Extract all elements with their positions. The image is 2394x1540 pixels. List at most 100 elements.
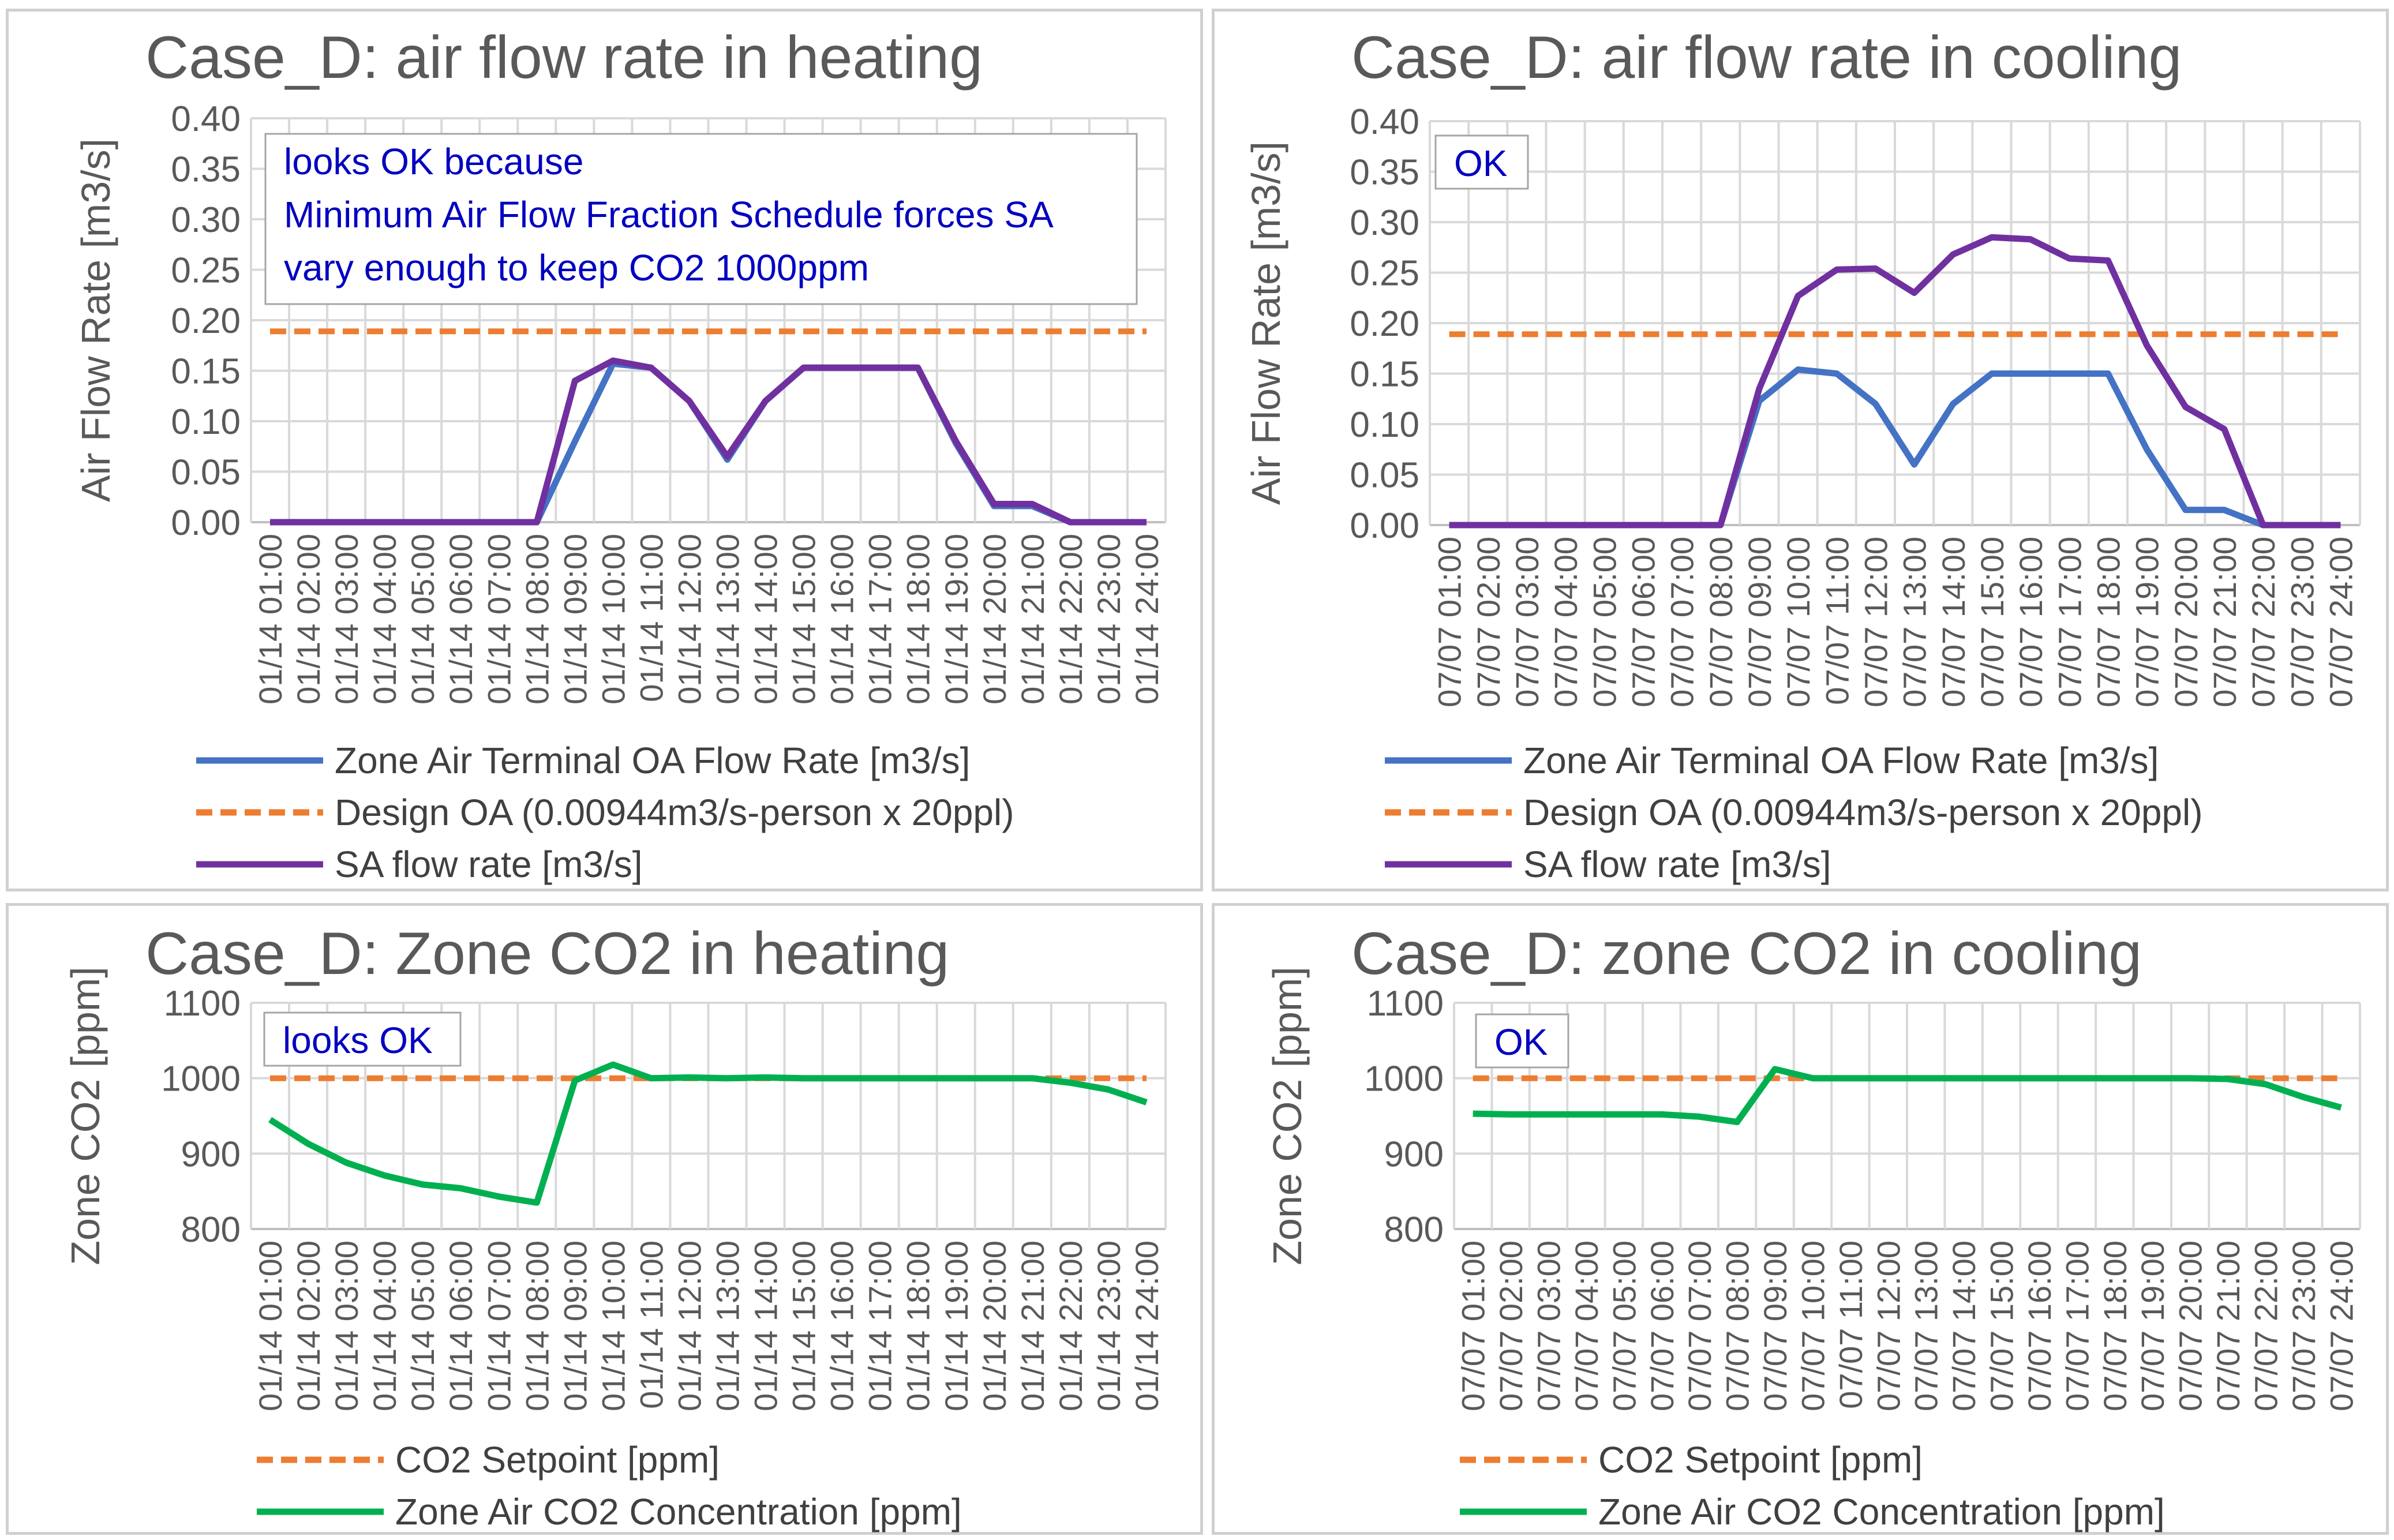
x-tick-label: 01/14 02:00 <box>290 534 327 705</box>
x-tick-label: 07/07 20:00 <box>2168 537 2204 707</box>
x-tick-label: 01/14 01:00 <box>252 534 289 705</box>
series-line-1 <box>268 1061 1148 1206</box>
y-tick-label: 0.15 <box>1350 355 1419 395</box>
x-tick-label: 01/14 11:00 <box>633 1241 669 1409</box>
y-tick-label: 0.15 <box>171 352 241 392</box>
x-tick-label: 01/14 09:00 <box>557 1241 593 1411</box>
series-line-1 <box>1473 1066 2342 1125</box>
y-tick-label: 0.20 <box>1350 304 1419 344</box>
x-tick-label: 07/07 22:00 <box>2245 537 2281 707</box>
x-tick-label: 07/07 08:00 <box>1703 537 1739 707</box>
x-tick-label: 01/14 17:00 <box>862 1241 898 1411</box>
series-line-2 <box>1449 234 2341 529</box>
x-tick-label: 07/07 24:00 <box>2323 1241 2359 1411</box>
legend-label: SA flow rate [m3/s] <box>335 844 643 885</box>
chart-title: Case_D: Zone CO2 in heating <box>145 920 949 987</box>
x-tick-label: 07/07 10:00 <box>1794 1241 1831 1411</box>
x-tick-label: 01/14 22:00 <box>1052 1241 1089 1411</box>
x-tick-label: 07/07 15:00 <box>1974 537 2010 707</box>
y-tick-label: 900 <box>181 1134 241 1174</box>
x-tick-label: 01/14 12:00 <box>671 1241 707 1411</box>
x-tick-label: 07/07 04:00 <box>1568 1241 1605 1411</box>
x-tick-label: 01/14 08:00 <box>519 534 555 705</box>
x-tick-label: 07/07 07:00 <box>1664 537 1700 707</box>
x-tick-label: 07/07 11:00 <box>1819 537 1855 705</box>
series-line-2 <box>270 357 1147 526</box>
x-tick-label: 07/07 05:00 <box>1606 1241 1642 1411</box>
x-tick-label: 01/14 16:00 <box>824 1241 860 1411</box>
x-tick-label: 01/14 13:00 <box>710 534 746 705</box>
y-tick-label: 0.20 <box>171 301 241 341</box>
x-tick-label: 07/07 03:00 <box>1531 1241 1567 1411</box>
annotation-box <box>264 133 1138 305</box>
x-tick-label: 01/14 04:00 <box>366 1241 403 1411</box>
annotation-text: Minimum Air Flow Fraction Schedule force… <box>284 194 1054 235</box>
annotation-box <box>263 1011 462 1067</box>
x-tick-label: 01/14 11:00 <box>633 534 669 702</box>
x-tick-label: 07/07 16:00 <box>2013 537 2049 707</box>
annotation-text: vary enough to keep CO2 1000ppm <box>284 247 869 288</box>
legend-label: Zone Air CO2 Concentration [ppm] <box>395 1491 962 1532</box>
x-tick-label: 07/07 19:00 <box>2129 537 2166 707</box>
x-tick-label: 01/14 10:00 <box>595 1241 631 1411</box>
x-tick-label: 07/07 24:00 <box>2322 537 2359 707</box>
legend-label: Zone Air Terminal OA Flow Rate [m3/s] <box>335 740 970 781</box>
x-tick-label: 01/14 18:00 <box>900 1241 936 1411</box>
x-tick-label: 01/14 05:00 <box>404 534 441 705</box>
x-tick-label: 01/14 19:00 <box>938 534 975 705</box>
x-tick-label: 01/14 22:00 <box>1052 534 1089 705</box>
y-tick-label: 0.10 <box>171 402 241 442</box>
x-tick-label: 07/07 04:00 <box>1548 537 1584 707</box>
x-tick-label: 01/14 15:00 <box>786 534 822 705</box>
legend-label: Design OA (0.00944m3/s-person x 20ppl) <box>335 792 1014 833</box>
x-tick-label: 01/14 01:00 <box>252 1241 289 1411</box>
legend-label: Zone Air Terminal OA Flow Rate [m3/s] <box>1523 740 2159 781</box>
x-tick-label: 01/14 13:00 <box>710 1241 746 1411</box>
x-tick-label: 01/14 07:00 <box>481 1241 517 1411</box>
x-tick-label: 07/07 23:00 <box>2284 537 2320 707</box>
x-tick-label: 07/07 01:00 <box>1432 537 1468 707</box>
x-tick-label: 01/14 03:00 <box>328 534 365 705</box>
y-tick-label: 0.10 <box>1350 405 1419 445</box>
x-tick-label: 07/07 08:00 <box>1719 1241 1756 1411</box>
chart-title: Case_D: air flow rate in cooling <box>1351 24 2182 91</box>
x-tick-label: 01/14 20:00 <box>976 534 1013 705</box>
x-tick-label: 01/14 23:00 <box>1091 534 1127 705</box>
chart-panel-heating-co2 <box>6 903 1203 1535</box>
x-tick-label: 07/07 06:00 <box>1625 537 1661 707</box>
y-tick-label: 900 <box>1384 1134 1444 1174</box>
y-tick-label: 0.35 <box>171 150 241 190</box>
x-tick-label: 07/07 06:00 <box>1644 1241 1680 1411</box>
x-tick-label: 01/14 17:00 <box>862 534 898 705</box>
x-tick-label: 07/07 15:00 <box>1984 1241 2020 1411</box>
y-tick-label: 0.00 <box>171 503 241 543</box>
x-tick-label: 01/14 09:00 <box>557 534 593 705</box>
x-tick-label: 01/14 14:00 <box>748 1241 784 1411</box>
y-tick-label: 0.40 <box>1350 102 1419 142</box>
legend-label: Design OA (0.00944m3/s-person x 20ppl) <box>1523 792 2203 833</box>
y-axis-label: Zone CO2 [ppm] <box>63 966 108 1265</box>
x-tick-label: 07/07 10:00 <box>1780 537 1816 707</box>
y-tick-label: 0.05 <box>171 453 241 493</box>
y-tick-label: 0.05 <box>1350 456 1419 496</box>
annotation-text: OK <box>1494 1021 1548 1063</box>
y-tick-label: 0.00 <box>1350 506 1419 546</box>
x-tick-label: 07/07 02:00 <box>1493 1241 1529 1411</box>
y-tick-label: 800 <box>1384 1210 1444 1250</box>
x-tick-label: 01/14 04:00 <box>366 534 403 705</box>
annotation-box <box>1475 1013 1569 1069</box>
x-tick-label: 01/14 08:00 <box>519 1241 555 1411</box>
x-tick-label: 07/07 22:00 <box>2247 1241 2284 1411</box>
x-tick-label: 07/07 14:00 <box>1946 1241 1982 1411</box>
legend-label: CO2 Setpoint [ppm] <box>395 1439 720 1481</box>
chart-title: Case_D: air flow rate in heating <box>145 24 983 91</box>
y-tick-label: 0.40 <box>171 99 241 139</box>
x-tick-label: 07/07 12:00 <box>1870 1241 1906 1411</box>
x-tick-label: 07/07 16:00 <box>2021 1241 2058 1411</box>
x-tick-label: 01/14 03:00 <box>328 1241 365 1411</box>
x-tick-label: 01/14 21:00 <box>1014 1241 1051 1411</box>
annotation-text: looks OK <box>283 1020 433 1061</box>
x-tick-label: 07/07 09:00 <box>1741 537 1778 707</box>
annotation-text: OK <box>1454 143 1507 184</box>
y-tick-label: 1100 <box>164 984 241 1024</box>
